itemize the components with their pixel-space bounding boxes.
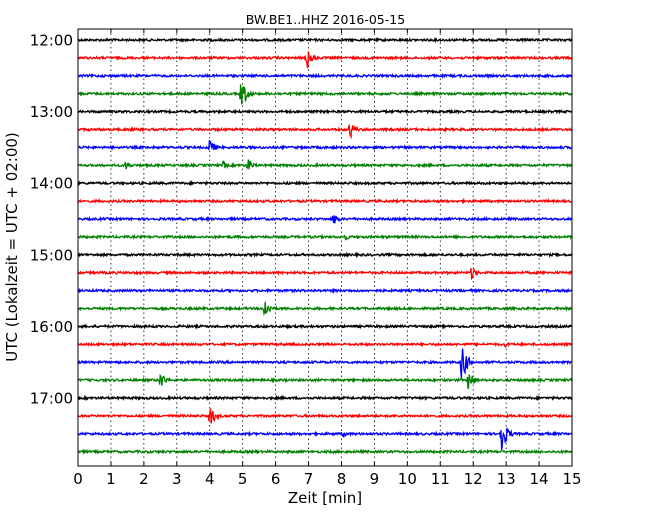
x-tick-label: 9 — [370, 470, 380, 488]
x-tick-label: 5 — [238, 470, 248, 488]
x-axis: 0 1 2 3 4 5 6 7 8 9 10 11 12 13 14 15 — [73, 29, 582, 488]
trace-1730-blue — [77, 427, 573, 451]
trace-1230-blue — [77, 72, 573, 80]
y-tick-label: 16:00 — [30, 318, 73, 336]
chart-title: BW.BE1..HHZ 2016-05-15 — [246, 12, 405, 27]
trace-1515-red — [77, 267, 573, 281]
y-axis-label: UTC (Lokalzeit = UTC + 02:00) — [3, 132, 21, 362]
trace-1245-green — [77, 84, 573, 105]
trace-1200-black — [77, 36, 573, 44]
x-tick-label: 11 — [431, 470, 450, 488]
x-tick-label: 8 — [337, 470, 347, 488]
trace-1445-green — [77, 233, 572, 241]
trace-1700-black — [77, 394, 573, 402]
y-tick-label: 17:00 — [30, 390, 73, 408]
y-tick-label: 14:00 — [30, 175, 73, 193]
trace-1630-blue — [77, 348, 572, 379]
trace-1600-black — [77, 323, 573, 330]
x-tick-label: 0 — [73, 470, 83, 488]
x-tick-label: 1 — [106, 470, 116, 488]
trace-1530-blue — [77, 287, 573, 294]
traces — [77, 36, 573, 455]
y-tick-label: 13:00 — [30, 103, 73, 121]
x-tick-label: 6 — [271, 470, 281, 488]
x-tick-label: 10 — [398, 470, 417, 488]
trace-1545-green — [77, 301, 573, 316]
trace-1345-green — [77, 159, 573, 170]
x-axis-label: Zeit [min] — [288, 489, 362, 507]
trace-1400-black — [77, 179, 572, 187]
trace-1215-red — [77, 51, 573, 69]
trace-1430-blue — [77, 215, 573, 224]
trace-1615-red — [77, 341, 573, 348]
trace-1300-black — [77, 108, 573, 115]
trace-1500-black — [77, 251, 573, 259]
plot-frame — [77, 28, 573, 467]
x-tick-label: 15 — [562, 470, 581, 488]
trace-1315-red — [77, 123, 573, 140]
x-tick-label: 12 — [464, 470, 483, 488]
x-tick-label: 14 — [530, 470, 549, 488]
x-tick-label: 4 — [205, 470, 215, 488]
trace-1645-green — [77, 373, 573, 390]
x-tick-label: 7 — [304, 470, 314, 488]
x-tick-label: 3 — [172, 470, 182, 488]
x-tick-label: 2 — [139, 470, 149, 488]
trace-1415-red — [77, 197, 572, 205]
y-tick-label: 15:00 — [30, 246, 73, 264]
x-tick-label: 13 — [497, 470, 516, 488]
trace-1715-red — [77, 408, 573, 424]
y-tick-label: 12:00 — [30, 32, 73, 50]
trace-1745-green — [77, 448, 572, 455]
trace-1330-blue — [77, 140, 572, 151]
y-axis: 12:00 13:00 14:00 15:00 16:00 17:00 — [30, 32, 572, 408]
